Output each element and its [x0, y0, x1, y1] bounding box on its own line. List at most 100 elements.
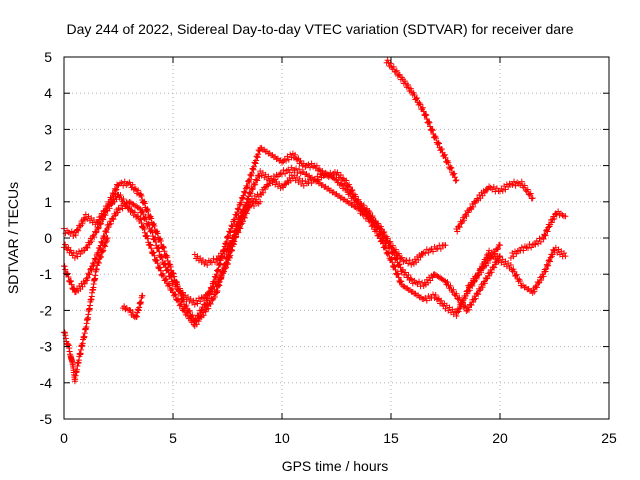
data-point [200, 312, 207, 319]
data-point [137, 216, 144, 223]
data-point [162, 276, 169, 283]
data-point [65, 274, 72, 281]
data-point [472, 295, 479, 302]
data-point [100, 247, 107, 254]
x-tick-label: 0 [60, 430, 68, 446]
data-point [395, 270, 402, 277]
data-point [197, 298, 204, 305]
y-tick-label: -4 [40, 375, 53, 391]
data-point [170, 277, 177, 284]
data-point [250, 180, 257, 187]
data-point [425, 118, 432, 125]
data-point [122, 306, 129, 313]
data-point [206, 299, 213, 306]
data-point [213, 256, 220, 263]
data-point [374, 220, 381, 227]
y-axis-label: SDTVAR / TECUs [5, 182, 21, 294]
data-point [62, 266, 69, 273]
data-point [141, 229, 148, 236]
data-point [146, 221, 153, 228]
data-point [226, 245, 233, 252]
data-point [246, 189, 253, 196]
data-point [116, 206, 123, 213]
data-point [247, 190, 254, 197]
data-point [102, 212, 109, 219]
data-point [485, 185, 492, 192]
data-point [157, 264, 164, 271]
series-track-5 [119, 292, 146, 321]
data-point [429, 127, 436, 134]
data-point [468, 279, 475, 286]
data-point [509, 181, 516, 188]
data-point [85, 270, 92, 277]
data-point [302, 163, 309, 170]
data-point [407, 85, 414, 92]
data-point [438, 145, 445, 152]
data-point [478, 267, 485, 274]
data-point [109, 215, 116, 222]
data-point [545, 262, 552, 269]
data-point [254, 154, 261, 161]
data-point [236, 224, 243, 231]
data-point [157, 237, 164, 244]
data-point [138, 220, 145, 227]
data-point [139, 208, 146, 215]
data-point [165, 280, 172, 287]
data-point [476, 287, 483, 294]
data-point [453, 290, 460, 297]
data-point [135, 205, 142, 212]
data-point [100, 216, 107, 223]
data-point [186, 308, 193, 315]
data-point [111, 185, 118, 192]
data-point [205, 288, 212, 295]
data-point [497, 188, 503, 195]
y-tick-label: 5 [44, 49, 52, 65]
data-point [195, 318, 202, 325]
data-point [456, 305, 463, 312]
data-point [392, 68, 399, 75]
data-point [213, 283, 220, 290]
data-point [91, 234, 98, 241]
data-point [384, 235, 391, 242]
data-point [175, 295, 182, 302]
series-track-4 [61, 235, 111, 385]
data-point [162, 260, 169, 267]
data-point [128, 207, 135, 214]
data-point [545, 224, 552, 231]
data-point [176, 285, 183, 292]
data-point [96, 252, 103, 259]
data-point [431, 134, 438, 141]
series-track-6 [191, 198, 264, 268]
data-point [161, 248, 168, 255]
data-point [168, 274, 175, 281]
data-point [239, 218, 246, 225]
data-point [280, 184, 287, 191]
data-point [84, 244, 91, 251]
data-point [446, 165, 453, 172]
data-point [435, 139, 442, 146]
data-point [453, 177, 460, 184]
data-point [494, 246, 501, 253]
data-point [395, 261, 402, 268]
data-point [150, 249, 157, 256]
data-point [137, 191, 144, 198]
data-point [562, 253, 569, 260]
data-point [493, 185, 500, 192]
data-point [72, 232, 79, 239]
data-point [426, 246, 433, 253]
data-point [237, 221, 244, 228]
data-point [93, 228, 100, 235]
data-point [252, 160, 259, 167]
data-point [433, 135, 440, 142]
data-point [499, 187, 506, 194]
x-tick-label: 10 [274, 430, 290, 446]
data-point [129, 309, 136, 316]
data-point [252, 176, 259, 183]
data-point [74, 226, 81, 233]
data-point [373, 228, 380, 235]
chart-title: Day 244 of 2022, Sidereal Day-to-day VTE… [66, 21, 573, 37]
data-point [262, 186, 269, 193]
data-point [171, 291, 178, 298]
data-point [416, 99, 423, 106]
data-point [542, 232, 549, 239]
